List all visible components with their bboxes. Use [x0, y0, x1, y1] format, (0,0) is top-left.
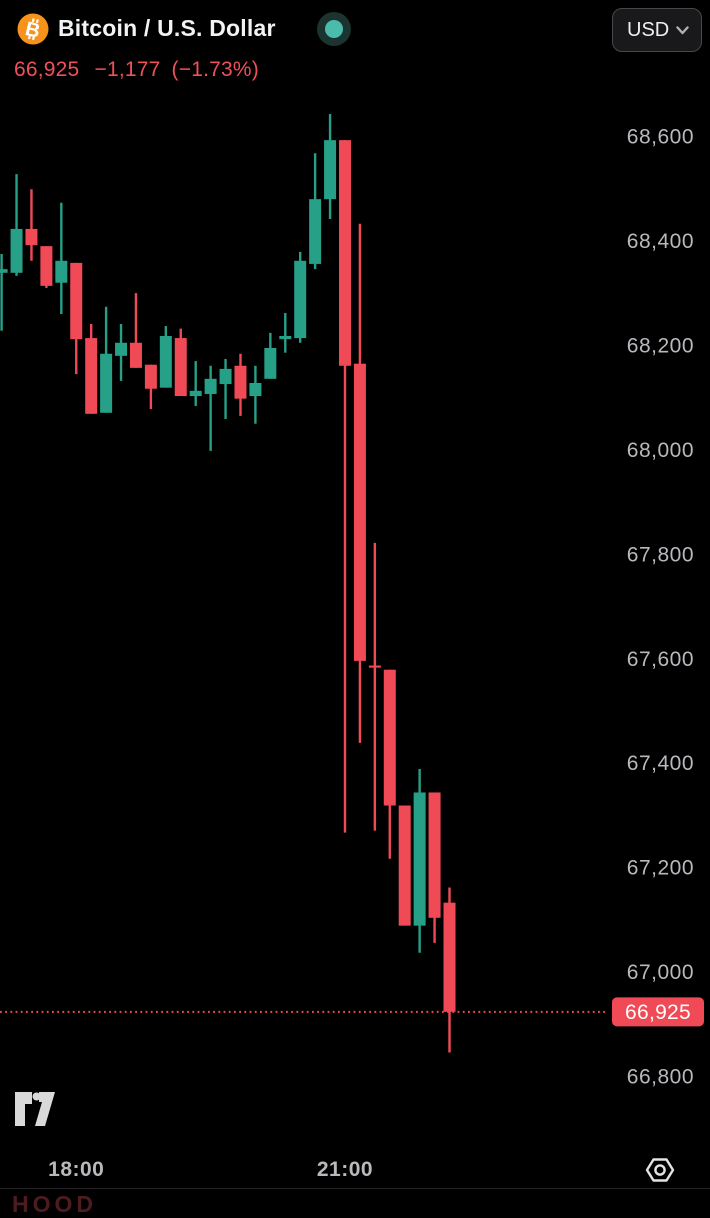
candle-down — [428, 792, 441, 943]
currency-label: USD — [627, 18, 670, 41]
candle-down — [443, 887, 456, 1053]
candle-up — [0, 253, 8, 331]
candle-down — [353, 223, 366, 743]
candle-up — [294, 251, 307, 343]
chevron-down-icon — [676, 25, 689, 34]
candle-down — [85, 323, 98, 414]
price-axis-label: 67,200 — [627, 857, 694, 880]
candle-body — [189, 390, 202, 397]
time-axis-label: 21:00 — [317, 1158, 373, 1181]
candle-up — [249, 365, 262, 424]
candle-body — [159, 335, 172, 388]
candle-up — [10, 174, 23, 276]
candle-body — [309, 199, 322, 264]
candle-body — [40, 246, 53, 286]
candle-body — [443, 902, 456, 1012]
candle-down — [144, 364, 157, 410]
candle-up — [115, 323, 128, 381]
candle-body — [338, 140, 351, 366]
candle-body — [100, 353, 113, 413]
candle-body — [279, 335, 292, 340]
candle-down — [234, 353, 247, 416]
candle-body — [324, 140, 337, 200]
candle-body — [368, 665, 381, 668]
candle-body — [398, 805, 411, 926]
price-axis-label: 68,600 — [627, 126, 694, 149]
time-axis[interactable]: 18:00 21:00 — [48, 1158, 373, 1181]
price-axis-label: 68,000 — [627, 439, 694, 462]
candle-body — [115, 342, 128, 356]
candles-series — [0, 114, 456, 1053]
candle-body — [0, 269, 8, 273]
candle-up — [55, 202, 68, 315]
next-row-ticker-cutoff: HOOD — [12, 1191, 97, 1217]
candle-body — [413, 792, 426, 926]
candle-body — [294, 260, 307, 339]
candle-body — [25, 228, 38, 246]
time-axis-label: 18:00 — [48, 1158, 104, 1181]
price-change: −1,177 — [94, 58, 161, 81]
svg-text:B: B — [23, 18, 42, 43]
candle-down — [129, 293, 142, 368]
candle-up — [309, 153, 322, 270]
candle-body — [204, 378, 217, 394]
candle-body — [428, 792, 441, 918]
candle-body — [10, 228, 23, 273]
price-axis[interactable]: 68,600 68,400 68,200 68,000 67,800 67,600 67,4… — [627, 126, 694, 1089]
candle-down — [174, 328, 187, 397]
price-axis-label: 67,400 — [627, 752, 694, 775]
chart-header: B Bitcoin / U.S. Dollar USD — [0, 0, 710, 58]
price-axis-label: 67,000 — [627, 961, 694, 984]
price-axis-label: 66,800 — [627, 1066, 694, 1089]
current-price-badge-label: 66,925 — [625, 1001, 691, 1024]
candle-down — [40, 246, 53, 288]
candle-down — [383, 669, 396, 859]
candle-up — [279, 313, 292, 353]
price-axis-label: 67,600 — [627, 648, 694, 671]
candle-up — [204, 365, 217, 451]
price-axis-label: 67,800 — [627, 543, 694, 566]
bottom-divider — [0, 1188, 710, 1189]
chart-settings-button[interactable] — [641, 1152, 679, 1190]
currency-selector-button[interactable]: USD — [612, 8, 702, 52]
candle-body — [55, 260, 68, 283]
candle-body — [174, 338, 187, 397]
candle-body — [249, 382, 262, 397]
candle-body — [219, 368, 232, 385]
candle-down — [25, 189, 38, 261]
candle-body — [234, 365, 247, 399]
current-price-badge — [612, 997, 704, 1027]
candle-body — [70, 262, 83, 340]
price-change-percent: (−1.73%) — [171, 58, 259, 81]
candle-down — [398, 805, 411, 926]
bitcoin-icon: B — [17, 13, 49, 45]
candle-up — [189, 361, 202, 406]
market-status-dot — [317, 12, 351, 46]
price-axis-label: 68,200 — [627, 334, 694, 357]
candle-down — [368, 542, 381, 831]
quote-row: 66,925 −1,177 (−1.73%) — [14, 58, 259, 84]
candle-up — [100, 306, 113, 413]
candle-up — [159, 326, 172, 388]
candle-body — [383, 669, 396, 806]
tradingview-logo[interactable] — [14, 1090, 56, 1128]
candle-body — [353, 363, 366, 661]
candle-body — [264, 348, 277, 379]
candle-up — [219, 358, 232, 420]
candle-body — [129, 342, 142, 368]
candle-up — [324, 114, 337, 220]
candle-down — [338, 140, 351, 833]
candle-body — [85, 338, 98, 414]
candle-down — [70, 262, 83, 375]
price-axis-label: 68,400 — [627, 230, 694, 253]
symbol-title: Bitcoin / U.S. Dollar — [58, 15, 276, 41]
candle-body — [144, 364, 157, 389]
last-price: 66,925 — [14, 58, 80, 81]
settings-hexagon-icon — [645, 1157, 675, 1182]
candle-up — [413, 768, 426, 953]
candle-up — [264, 332, 277, 379]
